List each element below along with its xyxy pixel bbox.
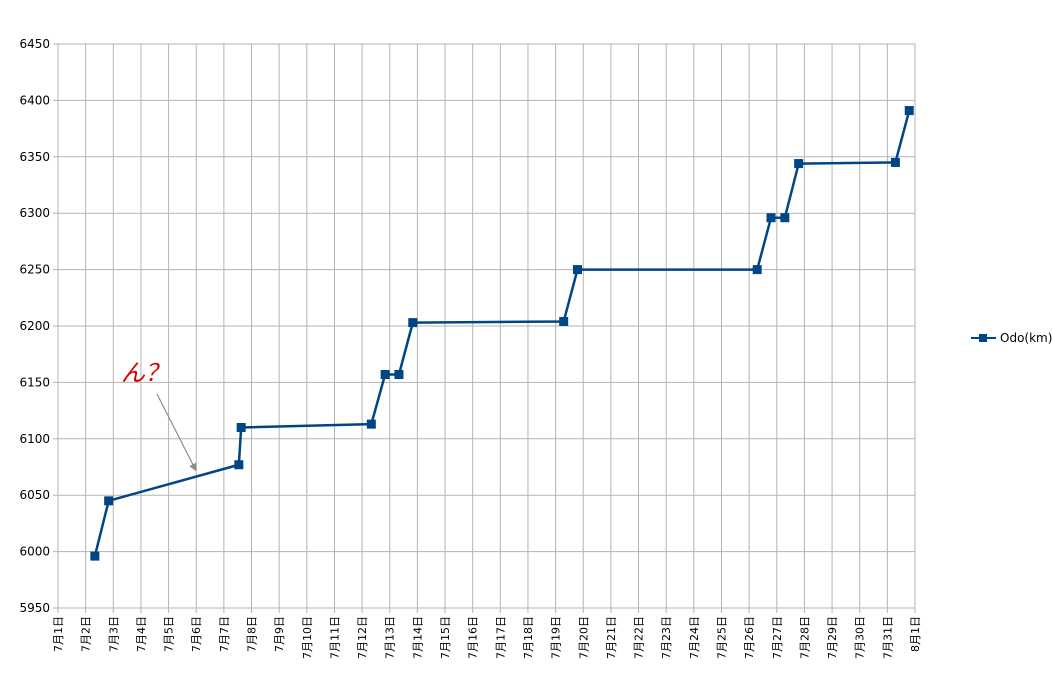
x-tick-label-31: 8月1日 bbox=[909, 616, 922, 652]
data-point-11 bbox=[766, 213, 776, 223]
x-tick-label-14: 7月15日 bbox=[439, 616, 452, 659]
x-tick-label-10: 7月11日 bbox=[328, 616, 341, 659]
data-point-10 bbox=[752, 265, 762, 275]
x-tick-label-2: 7月3日 bbox=[107, 616, 120, 652]
x-tick-label-30: 7月31日 bbox=[881, 616, 894, 659]
y-tick-label-5: 6200 bbox=[19, 319, 50, 333]
data-point-3 bbox=[236, 423, 246, 433]
x-tick-label-4: 7月5日 bbox=[163, 616, 176, 652]
y-tick-label-9: 6400 bbox=[19, 93, 50, 107]
x-tick-label-6: 7月7日 bbox=[218, 616, 231, 652]
x-tick-label-22: 7月23日 bbox=[660, 616, 673, 659]
x-tick-label-24: 7月25日 bbox=[715, 616, 728, 659]
y-tick-label-10: 6450 bbox=[19, 37, 50, 51]
data-point-5 bbox=[380, 370, 390, 380]
y-tick-label-3: 6100 bbox=[19, 432, 50, 446]
legend: Odo(km) bbox=[971, 331, 1052, 345]
y-tick-label-4: 6150 bbox=[19, 375, 50, 389]
x-tick-label-8: 7月9日 bbox=[273, 616, 286, 652]
series-line-0 bbox=[93, 110, 911, 557]
axes bbox=[53, 43, 916, 613]
x-tick-label-3: 7月4日 bbox=[135, 616, 148, 652]
data-point-15 bbox=[904, 106, 914, 116]
data-point-14 bbox=[890, 157, 900, 167]
grid-lines bbox=[57, 43, 916, 609]
x-tick-label-23: 7月24日 bbox=[688, 616, 701, 659]
x-tick-label-25: 7月26日 bbox=[743, 616, 756, 659]
annotation: ん？ bbox=[121, 359, 197, 472]
x-tick-label-5: 7月6日 bbox=[190, 616, 203, 652]
data-point-9 bbox=[572, 265, 582, 275]
y-tick-label-6: 6250 bbox=[19, 263, 50, 277]
data-point-0 bbox=[90, 551, 100, 561]
x-tick-label-26: 7月27日 bbox=[771, 616, 784, 659]
x-tick-label-29: 7月30日 bbox=[854, 616, 867, 659]
data-point-8 bbox=[559, 316, 569, 326]
y-tick-label-8: 6350 bbox=[19, 150, 50, 164]
data-point-2 bbox=[234, 460, 244, 470]
x-tick-label-20: 7月21日 bbox=[605, 616, 618, 659]
x-tick-label-28: 7月29日 bbox=[826, 616, 839, 659]
data-point-4 bbox=[366, 419, 376, 429]
legend-marker-0 bbox=[979, 334, 987, 342]
data-point-6 bbox=[394, 370, 404, 380]
x-tick-label-9: 7月10日 bbox=[301, 616, 314, 659]
y-tick-label-1: 6000 bbox=[19, 545, 50, 559]
x-tick-label-11: 7月12日 bbox=[356, 616, 369, 659]
legend-label-0: Odo(km) bbox=[1000, 331, 1052, 345]
x-tick-label-13: 7月14日 bbox=[411, 616, 424, 659]
y-tick-label-2: 6050 bbox=[19, 488, 50, 502]
annotation-arrow-0 bbox=[156, 393, 197, 472]
x-tick-label-15: 7月16日 bbox=[467, 616, 480, 659]
x-tick-label-7: 7月8日 bbox=[246, 616, 259, 652]
y-axis-tick-labels: 5950 6000 6050 6100 6150 6200 6250 6300 6350 6400… bbox=[19, 37, 50, 615]
x-tick-label-19: 7月20日 bbox=[577, 616, 590, 659]
x-tick-label-16: 7月17日 bbox=[494, 616, 507, 659]
data-point-7 bbox=[408, 318, 418, 328]
series-odo bbox=[90, 106, 914, 561]
x-axis-tick-labels: 7月1日 7月2日 7月3日 7月4日 7月5日 7月6日 7月7日 7月8日 7月9日 7月10… bbox=[52, 616, 922, 659]
data-point-13 bbox=[794, 159, 804, 169]
x-tick-label-17: 7月18日 bbox=[522, 616, 535, 659]
x-tick-label-18: 7月19日 bbox=[550, 616, 563, 659]
x-tick-label-12: 7月13日 bbox=[384, 616, 397, 659]
data-point-12 bbox=[780, 213, 790, 223]
y-tick-label-7: 6300 bbox=[19, 206, 50, 220]
x-tick-label-1: 7月2日 bbox=[80, 616, 93, 652]
x-tick-label-27: 7月28日 bbox=[798, 616, 811, 659]
x-tick-label-21: 7月22日 bbox=[633, 616, 646, 659]
annotation-text-0: ん？ bbox=[121, 359, 169, 387]
y-tick-label-0: 5950 bbox=[19, 601, 50, 615]
data-point-1 bbox=[104, 496, 114, 506]
x-tick-label-0: 7月1日 bbox=[52, 616, 65, 652]
